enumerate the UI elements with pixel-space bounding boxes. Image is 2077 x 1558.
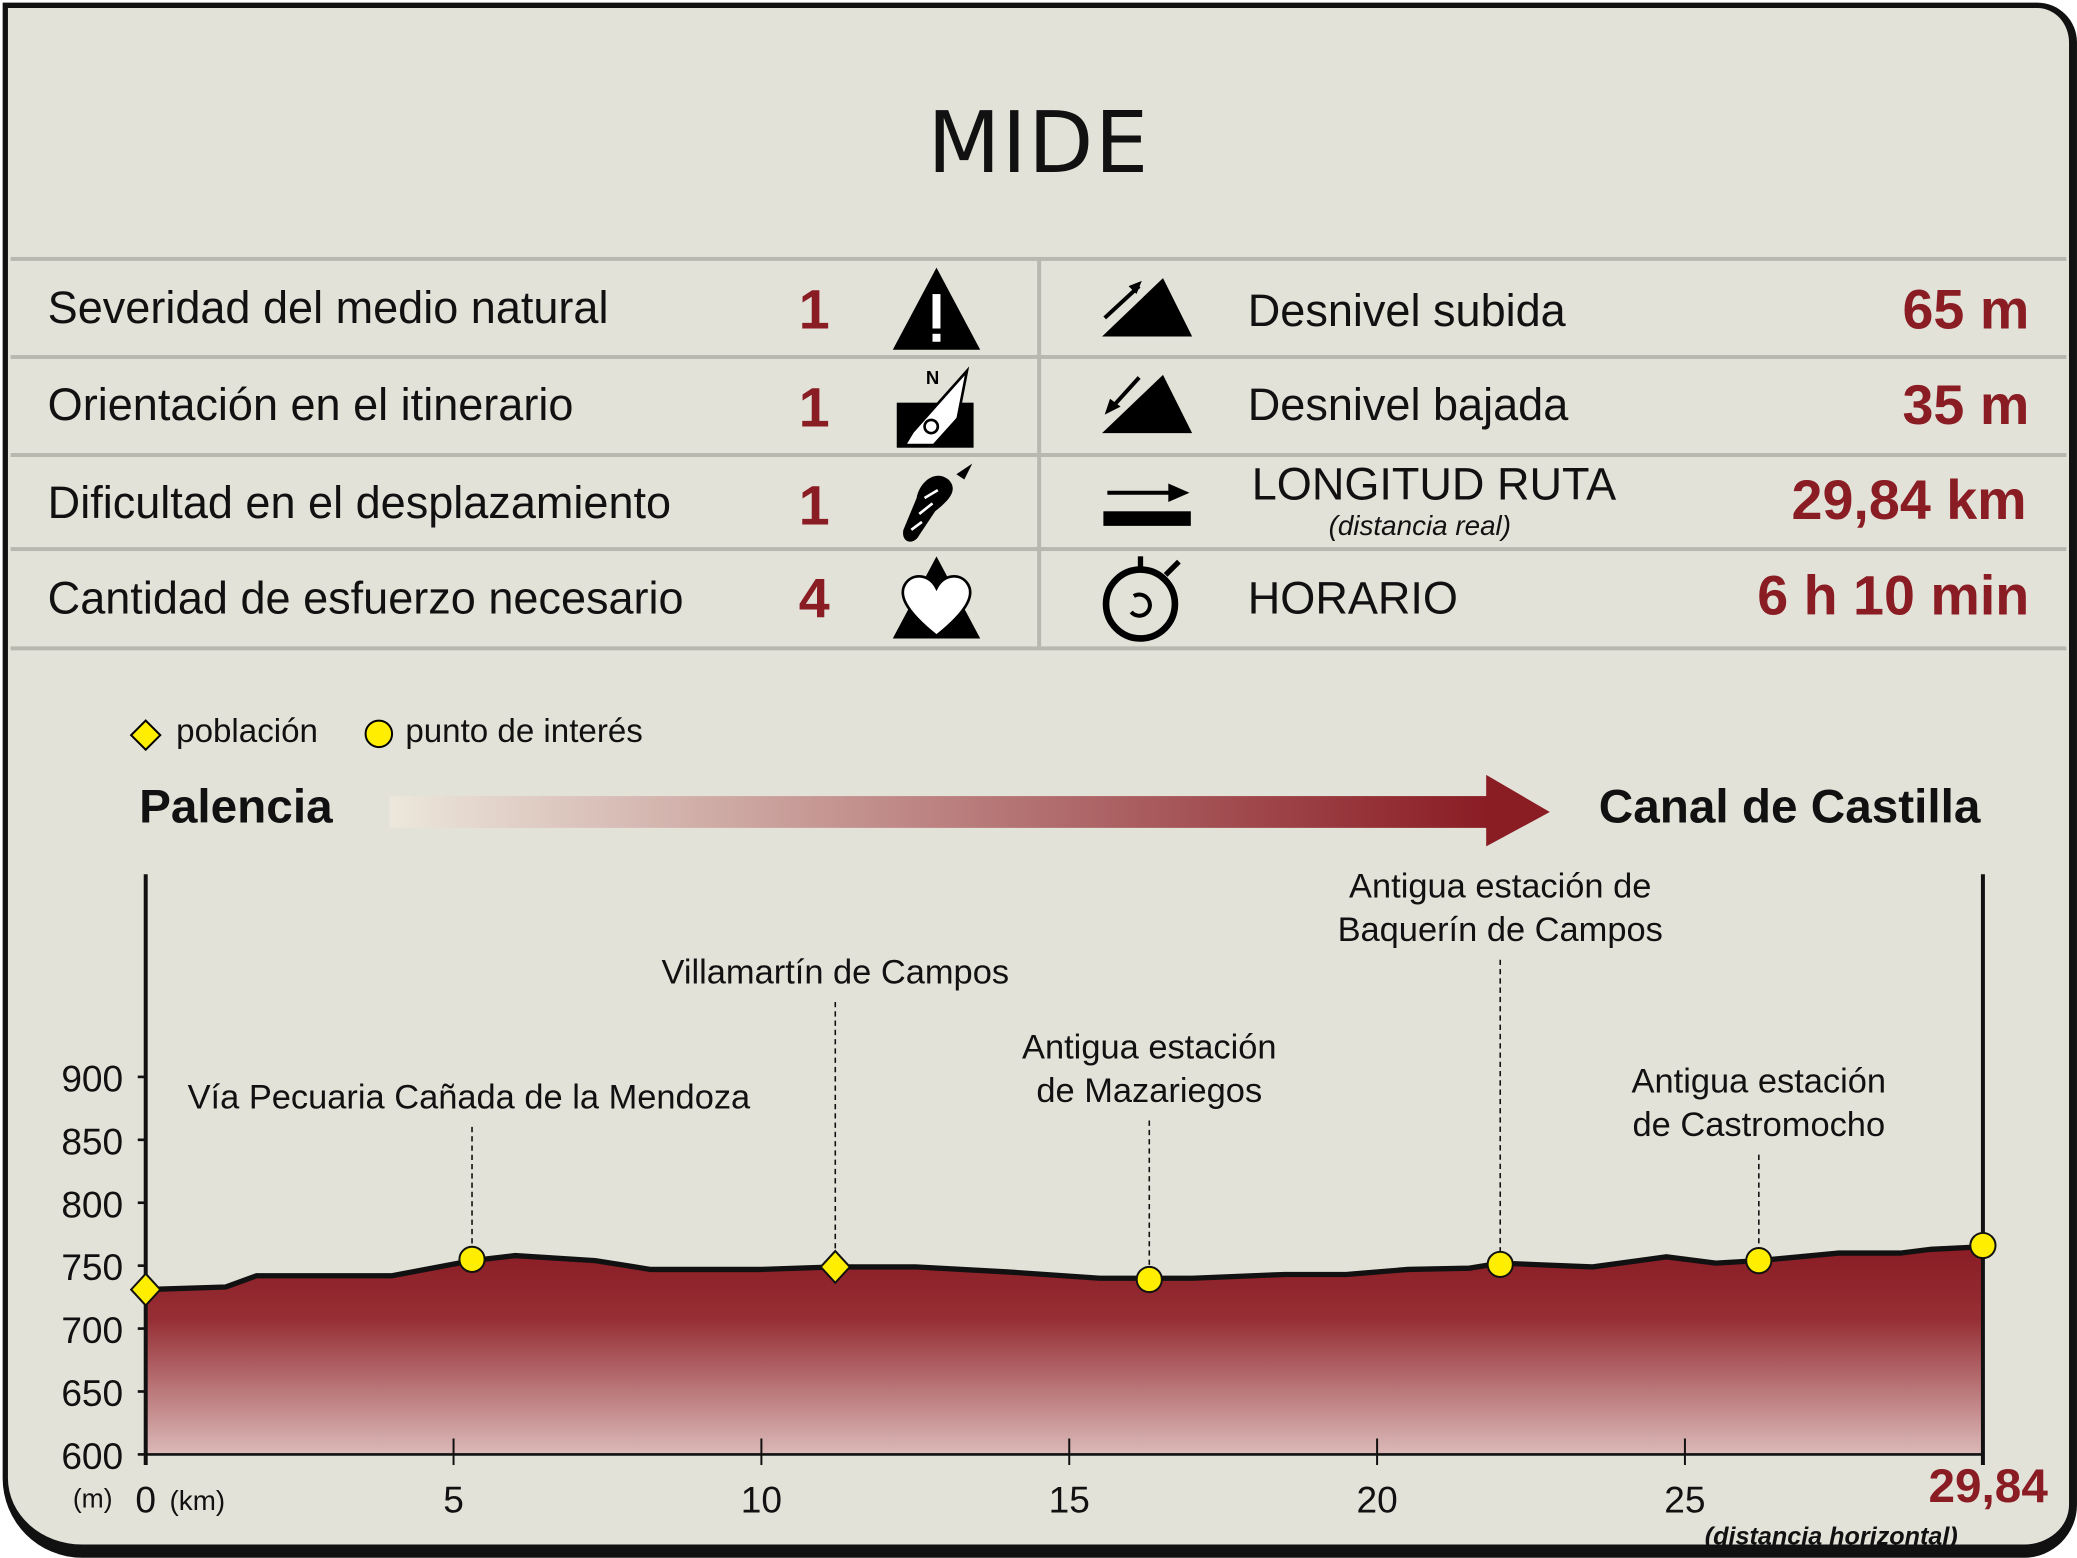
punto-interes-marker <box>1969 1231 1997 1260</box>
mide-label-esfuerzo: Cantidad de esfuerzo necesario <box>47 573 684 624</box>
x-end-label: 29,84 <box>1929 1460 2049 1513</box>
route-start: Palencia <box>139 778 333 834</box>
divider <box>10 256 2067 356</box>
y-tick-label: 650 <box>61 1372 123 1414</box>
stat-label-bajada: Desnivel bajada <box>1247 380 1569 431</box>
elevation-area <box>145 1246 1983 1455</box>
y-tick-label: 900 <box>61 1057 123 1099</box>
x-end-note: (distancia horizontal) <box>1705 1522 1958 1550</box>
y-tick-label: 700 <box>61 1309 123 1351</box>
x-tick-label: 20 <box>1356 1479 1397 1521</box>
y-tick-label: 600 <box>61 1435 123 1477</box>
stat-value-longitud: 29,84 km <box>1791 468 2027 532</box>
page-title: MIDE <box>927 95 1150 194</box>
punto-interes-marker <box>1486 1250 1514 1278</box>
stopwatch-icon <box>1102 556 1181 642</box>
legend-punto-interes: punto de interés <box>405 712 643 750</box>
stat-value-subida: 65 m <box>1902 278 2030 341</box>
stat-label-horario: HORARIO <box>1247 573 1458 624</box>
descent-icon <box>1102 374 1193 434</box>
y-tick-label: 750 <box>61 1246 123 1288</box>
punto-interes-circle-icon <box>364 719 394 749</box>
stat-value-bajada: 35 m <box>1902 373 2030 436</box>
stat-label-longitud: LONGITUD RUTA <box>1251 459 1617 510</box>
point-label: de Castromocho <box>1633 1106 1886 1144</box>
footprint-icon <box>903 463 973 542</box>
route-end: Canal de Castilla <box>1598 778 1981 834</box>
y-axis-unit: (m) <box>73 1483 113 1513</box>
mide-label-dificultad: Dificultad en el desplazamiento <box>47 478 672 529</box>
point-label: Villamartín de Campos <box>661 953 1009 991</box>
heart-mountain-icon <box>892 556 981 639</box>
x-tick-label: 25 <box>1664 1479 1705 1521</box>
legend-poblacion: población <box>176 712 318 750</box>
x-tick-label: 15 <box>1049 1479 1090 1521</box>
compass-icon: N <box>896 366 974 448</box>
x-axis-unit: (km) <box>170 1485 226 1516</box>
x-tick-label: 0 <box>135 1479 156 1521</box>
poblacion-marker <box>129 1272 162 1307</box>
mide-value-esfuerzo: 4 <box>798 566 830 630</box>
point-label: Antigua estación de <box>1349 867 1651 905</box>
mide-label-severidad: Severidad del medio natural <box>47 283 609 334</box>
ascent-icon <box>1102 278 1193 337</box>
x-tick-label: 10 <box>741 1479 782 1521</box>
distance-icon <box>1103 483 1191 526</box>
point-label: Baquerín de Campos <box>1338 911 1663 949</box>
elevation-line <box>145 1244 1984 1293</box>
mide-value-orientacion: 1 <box>798 376 830 439</box>
stat-sublabel-longitud: (distancia real) <box>1328 511 1512 542</box>
point-label: Antigua estación <box>1632 1062 1887 1100</box>
stat-value-horario: 6 h 10 min <box>1757 564 2030 627</box>
column-divider <box>1037 259 1042 650</box>
mide-value-dificultad: 1 <box>798 474 830 537</box>
punto-interes-marker <box>1745 1247 1773 1275</box>
point-label: Antigua estación <box>1022 1028 1277 1066</box>
point-label: Vía Pecuaria Cañada de la Mendoza <box>188 1078 751 1116</box>
y-tick-label: 800 <box>61 1183 123 1225</box>
elevation-profile-chart: 600 650 700 750 800 850 900 0 5 10 15 20 25 (m) (km) 29… <box>61 867 2049 1550</box>
poblacion-diamond-icon <box>129 719 162 752</box>
svg-text:N: N <box>926 367 939 388</box>
mide-value-severidad: 1 <box>798 278 830 341</box>
point-label: de Mazariegos <box>1036 1072 1262 1110</box>
stat-label-subida: Desnivel subida <box>1247 286 1566 337</box>
poblacion-marker <box>819 1249 852 1285</box>
x-tick-label: 5 <box>443 1479 464 1521</box>
y-tick-label: 850 <box>61 1120 123 1162</box>
warning-mountain-icon <box>892 267 981 350</box>
mide-label-orientacion: Orientación en el itinerario <box>47 380 574 431</box>
punto-interes-marker <box>458 1245 486 1273</box>
punto-interes-marker <box>1135 1265 1163 1294</box>
route-direction-arrow-icon <box>389 774 1550 847</box>
